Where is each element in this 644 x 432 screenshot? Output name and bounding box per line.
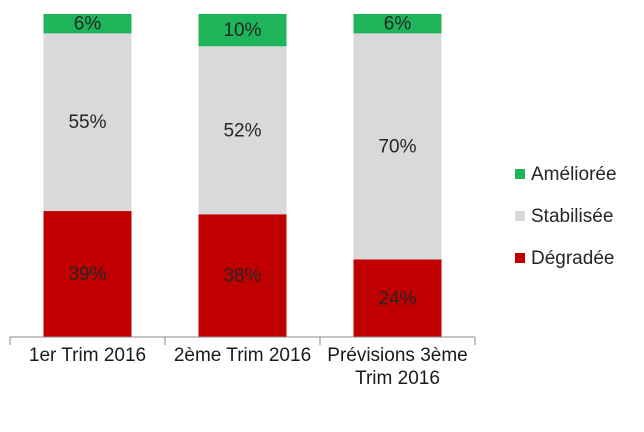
legend-swatch <box>515 169 525 179</box>
bar-segment <box>353 14 442 34</box>
legend-swatch <box>515 211 525 221</box>
legend-label: Améliorée <box>531 164 617 185</box>
data-label: 6% <box>384 14 412 35</box>
bar-segment <box>43 14 132 34</box>
bar-segment <box>43 33 132 212</box>
x-tick-label: 1er Trim 2016 <box>28 345 147 366</box>
data-label: 52% <box>223 120 261 141</box>
bar-segment <box>43 211 132 337</box>
legend-label: Dégradée <box>531 248 614 269</box>
bar-segment <box>198 46 287 215</box>
bar-segment <box>198 14 287 47</box>
data-label: 55% <box>68 112 106 133</box>
bar-segment <box>353 33 442 260</box>
legend-label: Stabilisée <box>531 206 613 227</box>
data-label: 70% <box>378 136 416 157</box>
data-label: 24% <box>378 288 416 309</box>
data-label: 39% <box>68 264 106 285</box>
x-tick-label: Prévisions 3ème Trim 2016 <box>327 345 468 389</box>
data-label: 38% <box>223 266 261 287</box>
legend-swatch <box>515 253 525 263</box>
data-label: 6% <box>74 14 102 35</box>
bar-segment <box>353 259 442 337</box>
data-label: 10% <box>223 20 261 41</box>
x-tick-label: 2ème Trim 2016 <box>173 345 312 366</box>
bar-segment <box>198 214 287 337</box>
